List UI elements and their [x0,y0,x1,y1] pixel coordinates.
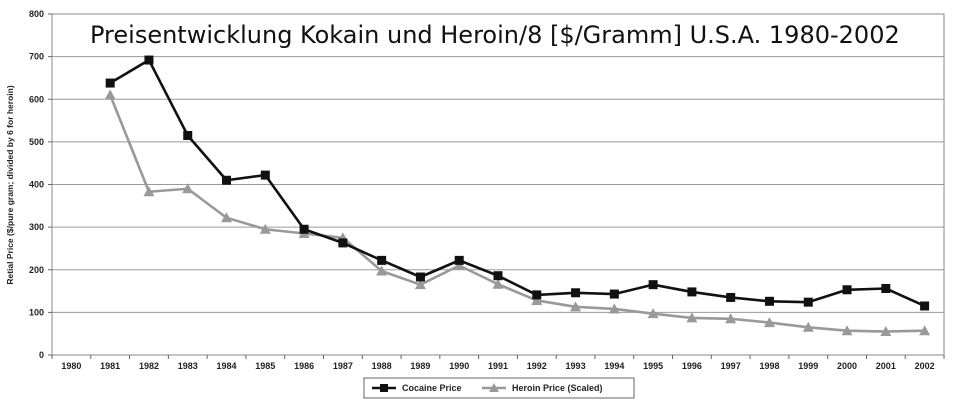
y-tick-label: 700 [29,52,44,62]
data-point-cocaine [377,255,387,265]
x-tick-label: 1996 [682,361,702,371]
data-point-heroin [221,212,233,223]
data-point-heroin [608,303,620,314]
chart-title: Preisentwicklung Kokain und Heroin/8 [$/… [90,21,900,49]
data-point-cocaine [260,170,270,180]
legend: Cocaine Price Heroin Price (Scaled) [363,377,635,399]
data-point-heroin [725,313,737,324]
x-axis: 1980 1981 1982 1983 1984 1985 1986 1987 1988 1989… [51,355,945,371]
x-tick-label: 2002 [915,361,935,371]
x-tick-label: 1988 [372,361,392,371]
x-tick-label: 1980 [61,361,81,371]
data-point-heroin [647,308,659,319]
data-point-cocaine [920,301,930,311]
data-point-heroin [414,279,426,290]
x-tick-label: 2000 [837,361,857,371]
legend-marker-cocaine [380,384,388,392]
legend-marker-heroin [489,383,499,392]
data-point-cocaine [105,78,115,88]
x-tick-label: 1997 [721,361,741,371]
data-point-heroin [802,321,814,332]
y-tick-label: 800 [29,9,44,19]
data-point-cocaine [687,287,697,297]
data-point-cocaine [803,297,813,307]
data-point-cocaine [222,175,232,185]
series-layer [104,55,931,337]
data-point-cocaine [609,289,619,299]
data-point-cocaine [532,290,542,300]
x-tick-label: 1991 [488,361,508,371]
x-tick-label: 1992 [527,361,547,371]
data-point-cocaine [842,285,852,295]
x-tick-label: 1986 [294,361,314,371]
data-point-cocaine [648,280,658,290]
x-tick-label: 2001 [876,361,896,371]
data-point-heroin [919,325,931,336]
data-point-cocaine [571,288,581,298]
data-point-heroin [570,301,582,312]
x-tick-label: 1999 [798,361,818,371]
data-point-heroin [841,325,853,336]
data-point-cocaine [726,292,736,302]
data-point-cocaine [415,272,425,282]
data-point-cocaine [454,255,464,265]
y-tick-label: 0 [39,350,44,360]
y-tick-label: 200 [29,265,44,275]
x-tick-label: 1982 [139,361,159,371]
x-tick-label: 1985 [255,361,275,371]
x-tick-label: 1981 [100,361,120,371]
data-point-heroin [376,265,388,276]
data-point-cocaine [144,55,154,65]
x-tick-label: 1989 [410,361,430,371]
data-point-heroin [259,223,271,234]
data-point-heroin [763,317,775,328]
gridlines [52,56,944,313]
x-tick-label: 1995 [643,361,663,371]
data-point-heroin [182,183,194,194]
series-line-heroin [108,94,925,333]
y-tick-label: 500 [29,137,44,147]
data-point-heroin [686,312,698,323]
data-point-cocaine [299,224,309,234]
x-tick-label: 1994 [604,361,624,371]
y-tick-label: 600 [29,94,44,104]
data-point-heroin [453,259,465,270]
y-tick-label: 300 [29,222,44,232]
legend-label-heroin: Heroin Price (Scaled) [512,383,603,393]
y-tick-label: 400 [29,180,44,190]
y-axis-label: Retial Price ($/pure gram; divided by 6 … [5,85,15,284]
data-point-cocaine [764,296,774,306]
data-point-cocaine [493,271,503,281]
data-point-cocaine [881,284,891,294]
x-tick-label: 1983 [178,361,198,371]
data-point-heroin [531,294,543,305]
data-point-heroin [492,278,504,289]
legend-label-cocaine: Cocaine Price [402,383,462,393]
data-point-heroin [143,186,155,197]
data-point-cocaine [338,238,348,248]
data-point-heroin [104,89,116,100]
x-tick-label: 1993 [566,361,586,371]
x-tick-label: 1990 [449,361,469,371]
y-tick-label: 100 [29,307,44,317]
y-axis: 0 100 200 300 400 500 600 700 800 [29,9,52,360]
data-point-heroin [880,326,892,337]
x-tick-label: 1998 [759,361,779,371]
x-tick-label: 1984 [217,361,237,371]
series-line-cocaine [109,58,926,308]
data-point-cocaine [183,130,193,140]
x-tick-label: 1987 [333,361,353,371]
